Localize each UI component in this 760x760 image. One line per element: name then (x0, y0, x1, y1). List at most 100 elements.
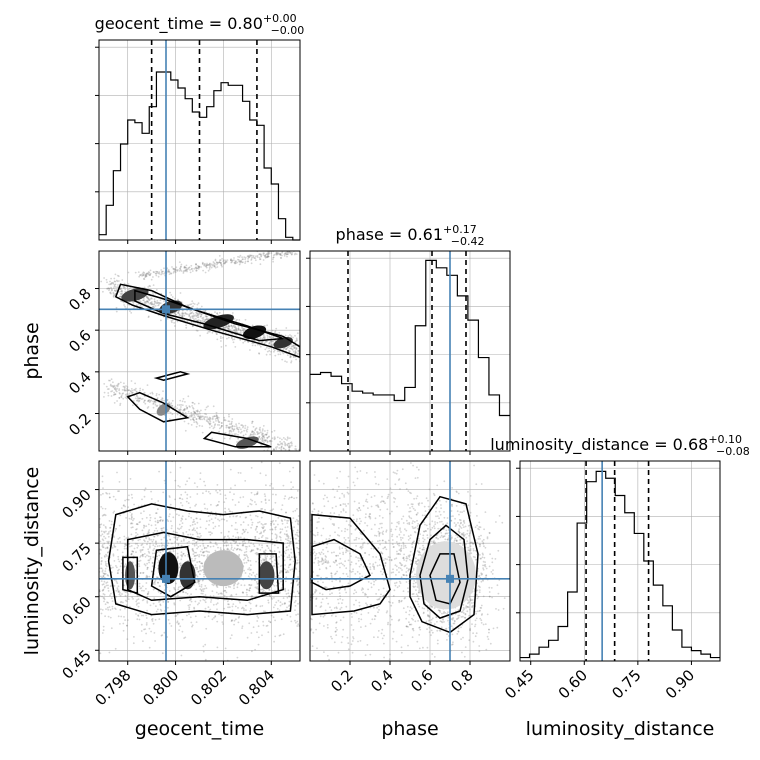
sample-point (103, 531, 106, 534)
sample-point (369, 563, 371, 565)
sample-point (218, 261, 221, 263)
sample-point (220, 262, 222, 265)
sample-point (223, 262, 226, 265)
sample-point (147, 555, 150, 558)
sample-point (176, 620, 179, 623)
sample-point (148, 575, 151, 578)
sample-point (251, 521, 254, 524)
sample-point (400, 564, 403, 567)
sample-point (234, 325, 237, 328)
sample-point (201, 415, 203, 418)
sample-point (227, 530, 230, 533)
sample-point (290, 496, 293, 499)
sample-point (157, 272, 160, 275)
sample-point (211, 583, 214, 586)
sample-point (137, 544, 140, 547)
sample-point (246, 636, 249, 639)
sample-point (450, 504, 453, 506)
sample-point (289, 252, 292, 254)
sample-point (113, 387, 116, 390)
sample-point (192, 406, 194, 409)
sample-point (193, 421, 196, 423)
sample-point (254, 535, 257, 538)
sample-point (250, 258, 253, 260)
sample-point (263, 529, 265, 532)
sample-point (198, 565, 201, 568)
sample-point (244, 480, 247, 482)
sample-point (180, 554, 183, 557)
sample-point (222, 590, 225, 592)
sample-point (108, 287, 110, 290)
sample-point (101, 544, 104, 546)
sample-point (340, 511, 342, 513)
sample-point (119, 292, 122, 295)
sample-point (195, 542, 198, 544)
sample-point (227, 336, 230, 339)
sample-point (126, 389, 129, 392)
sample-point (183, 637, 186, 639)
sample-point (288, 350, 291, 353)
sample-point (194, 505, 197, 507)
sample-point (194, 314, 197, 316)
sample-point (192, 528, 195, 531)
sample-point (212, 603, 215, 606)
sample-point (151, 570, 153, 573)
sample-point (222, 326, 224, 329)
sample-point (195, 413, 198, 416)
sample-point (335, 622, 338, 624)
sample-point (176, 413, 179, 416)
sample-point (110, 287, 113, 290)
sample-point (486, 536, 489, 538)
sample-point (157, 608, 159, 611)
sample-point (195, 266, 198, 269)
sample-point (171, 542, 173, 545)
sample-point (279, 437, 281, 440)
sample-point (294, 252, 297, 255)
sample-point (203, 503, 206, 505)
sample-point (204, 643, 207, 646)
sample-point (269, 337, 271, 339)
sample-point (207, 545, 210, 547)
sample-point (119, 402, 122, 405)
sample-point (143, 563, 146, 566)
sample-point (227, 585, 230, 588)
sample-point (254, 344, 257, 347)
sample-point (294, 520, 297, 523)
sample-point (277, 546, 279, 549)
sample-point (195, 263, 197, 266)
sample-point (274, 501, 277, 504)
sample-point (502, 607, 505, 610)
sample-point (250, 467, 253, 469)
sample-point (155, 302, 158, 305)
sample-point (272, 260, 274, 263)
sample-point (484, 561, 486, 563)
sample-point (198, 560, 201, 563)
sample-point (205, 315, 208, 318)
sample-point (231, 609, 234, 612)
sample-point (187, 422, 190, 425)
sample-point (155, 405, 158, 407)
sample-point (239, 260, 242, 263)
sample-point (114, 608, 117, 610)
sample-point (229, 542, 232, 545)
sample-point (333, 496, 336, 499)
sample-point (176, 270, 179, 272)
sample-point (152, 588, 155, 591)
sample-point (154, 579, 157, 582)
sample-point (243, 540, 246, 542)
sample-point (342, 572, 345, 575)
sample-point (289, 543, 291, 545)
sample-point (205, 264, 208, 266)
sample-point (446, 613, 448, 615)
sample-point (210, 316, 213, 318)
sample-point (416, 640, 419, 643)
sample-point (251, 596, 254, 598)
sample-point (472, 604, 474, 607)
sample-point (206, 332, 209, 335)
sample-point (203, 599, 206, 602)
sample-point (180, 544, 183, 547)
sample-point (320, 551, 323, 554)
sample-point (199, 418, 201, 420)
sample-point (191, 267, 193, 270)
sample-point (220, 264, 223, 266)
